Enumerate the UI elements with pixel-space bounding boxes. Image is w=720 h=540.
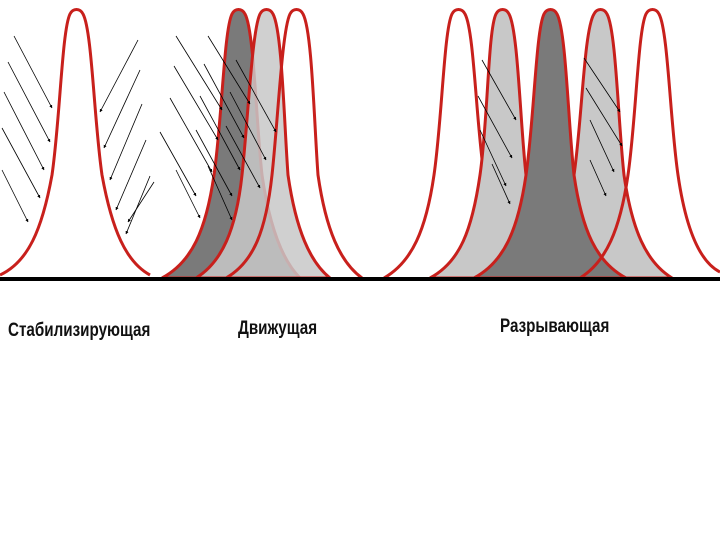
selection-arrows-disruptive	[477, 57, 623, 205]
distribution-curve-moving-b	[190, 8, 335, 280]
distribution-curve-stabilizing	[0, 8, 151, 277]
distribution-curve-disruptive-center	[473, 8, 627, 280]
panel-stabilizing	[0, 8, 151, 277]
caption-stabilizing: Стабилизирующая	[8, 320, 151, 341]
panel-disruptive	[383, 8, 720, 280]
panel-moving	[127, 8, 363, 280]
selection-arrows-stabilizing	[1, 35, 151, 235]
selection-arrows-moving	[127, 35, 277, 223]
caption-moving: Движущая	[238, 318, 318, 339]
distribution-curve-disruptive-outer-right	[579, 8, 720, 280]
caption-disruptive: Разрывающая	[500, 316, 610, 337]
distribution-curve-moving-c	[225, 8, 363, 280]
